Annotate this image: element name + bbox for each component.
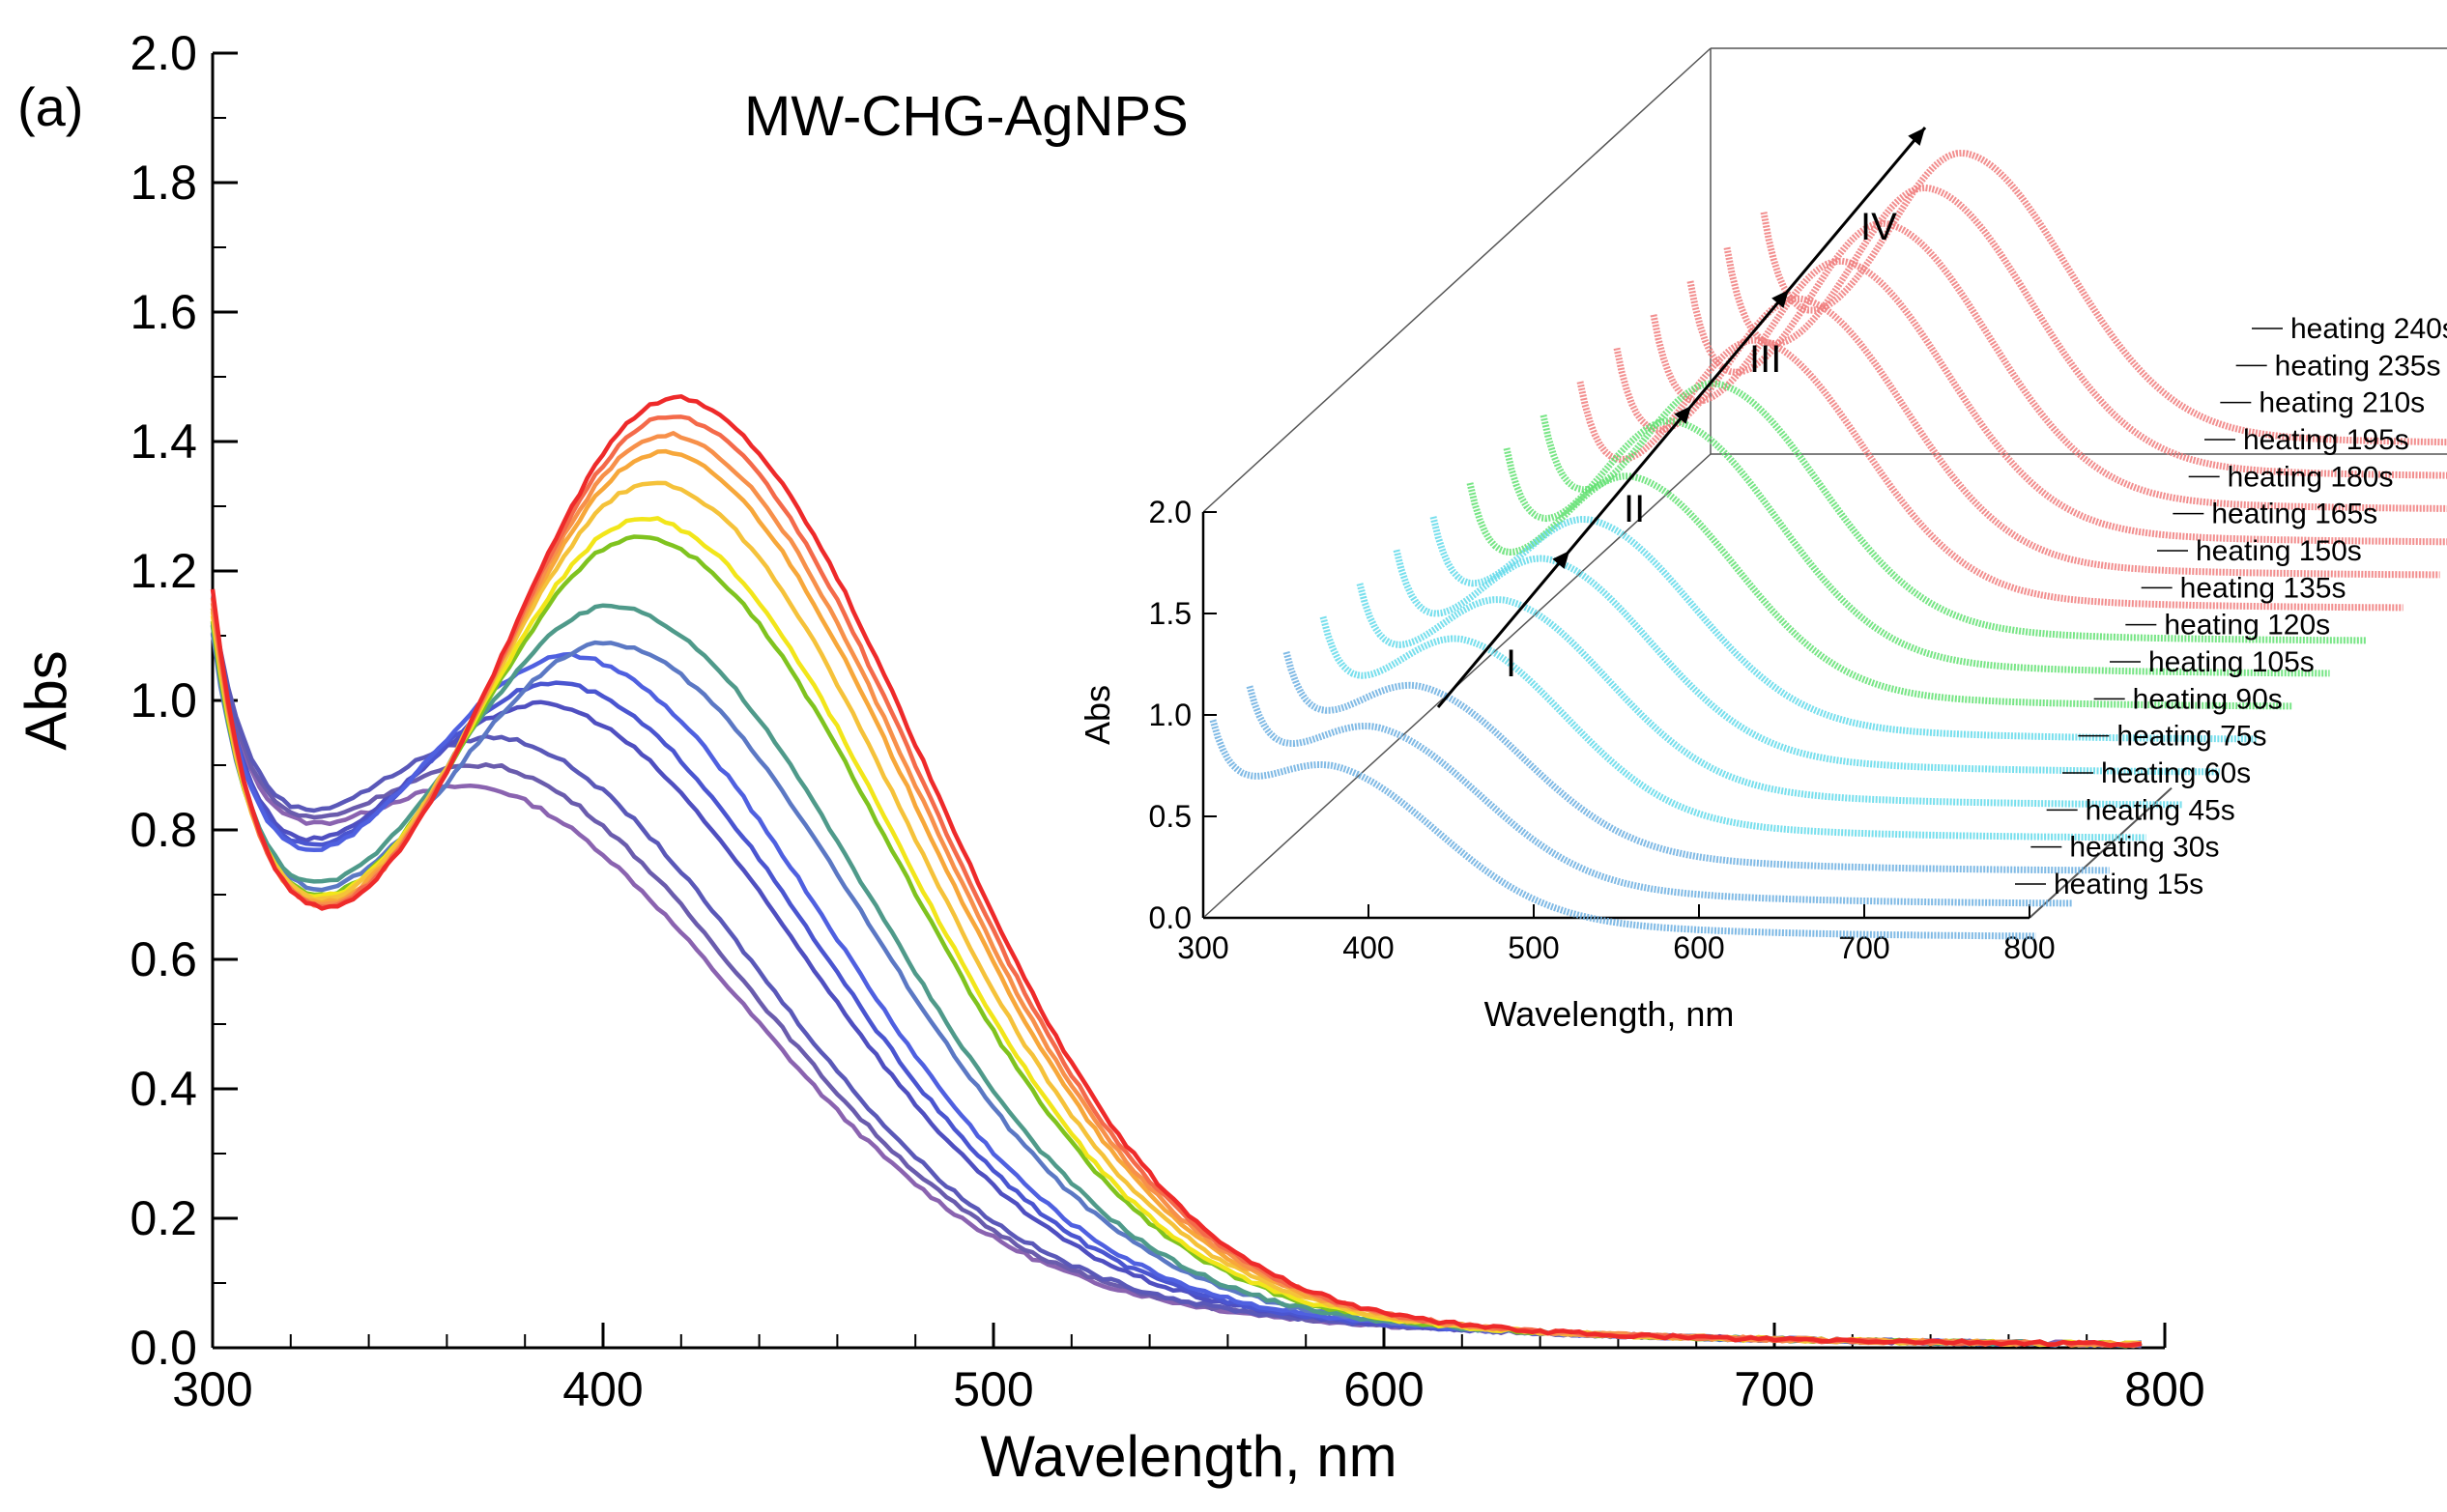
inset-y-tick-label: 1.5 bbox=[1149, 596, 1192, 631]
inset-y-tick-label: 0.5 bbox=[1149, 799, 1192, 834]
inset-series-line bbox=[1613, 295, 2440, 579]
inset-legend-label: heating 180s bbox=[2228, 461, 2394, 493]
main-y-tick-label: 0.6 bbox=[130, 932, 197, 986]
main-series-line bbox=[210, 394, 2143, 1349]
main-y-axis-title: Abs bbox=[14, 650, 78, 750]
inset-x-tick-label: 600 bbox=[1673, 930, 1724, 965]
main-y-tick-label: 1.8 bbox=[130, 156, 197, 210]
inset-series-line bbox=[1246, 685, 2073, 907]
main-y-tick-label: 0.8 bbox=[130, 803, 197, 857]
trend-arrow-head bbox=[1771, 290, 1789, 308]
inset-legend-label: heating 90s bbox=[2133, 683, 2283, 715]
inset-legend-label: heating 30s bbox=[2069, 832, 2219, 864]
main-y-tick-label: 0.4 bbox=[130, 1062, 197, 1116]
inset-series-line bbox=[1319, 615, 2146, 842]
inset-legend-label: heating 150s bbox=[2196, 535, 2362, 567]
main-y-tick-label: 0.0 bbox=[130, 1321, 197, 1375]
main-x-tick-label: 600 bbox=[1343, 1362, 1424, 1416]
inset-frame-line bbox=[2029, 786, 2173, 919]
inset-legend-label: heating 60s bbox=[2101, 757, 2251, 789]
inset-legend-label: heating 210s bbox=[2259, 387, 2425, 419]
stage-annotation: I bbox=[1506, 642, 1516, 685]
inset-y-tick-label: 2.0 bbox=[1149, 495, 1192, 529]
inset-series-line bbox=[1209, 719, 2036, 940]
inset-legend-label: heating 235s bbox=[2275, 350, 2441, 382]
inset-series-lines bbox=[1209, 149, 2447, 940]
inset-series-line bbox=[1503, 417, 2330, 677]
inset-legend-label: heating 120s bbox=[2164, 610, 2330, 642]
inset-y-axis-title: Abs bbox=[1078, 685, 1117, 745]
inset-series-line bbox=[1760, 149, 2447, 446]
inset-legend-label: heating 75s bbox=[2116, 721, 2266, 753]
main-y-tick-label: 1.0 bbox=[130, 673, 197, 727]
inset-series-line bbox=[1429, 516, 2257, 743]
main-y-tick-label: 2.0 bbox=[130, 26, 197, 80]
main-x-tick-label: 500 bbox=[953, 1362, 1033, 1416]
inset-x-tick-label: 500 bbox=[1508, 930, 1559, 965]
inset-series-line bbox=[1723, 184, 2447, 479]
panel-label: (a) bbox=[17, 76, 83, 137]
main-chart: 0.0 0.2 0.4 0.6 0.8 1.0 1.2 1.4 1.6 1.8 2.0 300 400 5… bbox=[14, 26, 2205, 1489]
inset-legend-label: heating 15s bbox=[2054, 869, 2203, 900]
trend-arrow-head bbox=[1552, 551, 1570, 569]
trend-arrow-head bbox=[1908, 128, 1925, 146]
main-series-lines bbox=[210, 394, 2143, 1349]
inset-x-axis-title: Wavelength, nm bbox=[1484, 994, 1735, 1034]
inset-series-line bbox=[1540, 380, 2367, 644]
trend-arrow-head bbox=[1674, 406, 1692, 424]
inset-legend-label: heating 45s bbox=[2086, 794, 2235, 826]
inset-x-tick-label: 300 bbox=[1177, 930, 1228, 965]
inset-x-tick-label: 400 bbox=[1342, 930, 1394, 965]
inset-series-line bbox=[1650, 257, 2447, 546]
inset-frame-line bbox=[1202, 47, 1712, 513]
main-x-tick-label: 300 bbox=[172, 1362, 252, 1416]
inset-series-line bbox=[1686, 219, 2447, 512]
main-series-line bbox=[210, 448, 2143, 1348]
inset-legend-label: heating 240s bbox=[2290, 313, 2447, 345]
inset-y-tick-label: 1.0 bbox=[1149, 698, 1192, 732]
main-chart-title: MW-CHG-AgNPS bbox=[744, 85, 1189, 148]
inset-y-tick-label: 0.0 bbox=[1149, 900, 1192, 935]
main-x-tick-label: 400 bbox=[562, 1362, 643, 1416]
main-series-line bbox=[210, 414, 2143, 1349]
inset-legend-label: heating 105s bbox=[2148, 646, 2315, 678]
main-x-tick-label: 700 bbox=[1734, 1362, 1814, 1416]
inset-legend-label: heating 165s bbox=[2211, 499, 2377, 530]
inset-legend: heating 15s heating 30s heating 45s heating… bbox=[2015, 313, 2447, 900]
main-y-tick-label: 0.2 bbox=[130, 1191, 197, 1245]
inset-series-line bbox=[1393, 549, 2220, 776]
inset-series-line bbox=[1356, 583, 2183, 809]
main-x-tick-label: 800 bbox=[2124, 1362, 2204, 1416]
main-ticks: 0.0 0.2 0.4 0.6 0.8 1.0 1.2 1.4 1.6 1.8 2.0 300 400 5… bbox=[130, 26, 2204, 1416]
main-x-axis-title: Wavelength, nm bbox=[980, 1424, 1396, 1489]
stage-annotation: IV bbox=[1860, 206, 1897, 248]
inset-series-line bbox=[1466, 472, 2293, 710]
main-y-tick-label: 1.4 bbox=[130, 414, 197, 469]
inset-legend-label: heating 135s bbox=[2180, 572, 2346, 604]
main-y-tick-label: 1.6 bbox=[130, 285, 197, 339]
main-y-tick-label: 1.2 bbox=[130, 544, 197, 598]
stage-annotation: II bbox=[1624, 488, 1645, 530]
inset-legend-label: heating 195s bbox=[2243, 424, 2409, 456]
stage-annotation: III bbox=[1749, 338, 1781, 381]
main-axes: 0.0 0.2 0.4 0.6 0.8 1.0 1.2 1.4 1.6 1.8 2.0 300 400 5… bbox=[130, 26, 2204, 1416]
inset-series-line bbox=[1282, 650, 2110, 874]
